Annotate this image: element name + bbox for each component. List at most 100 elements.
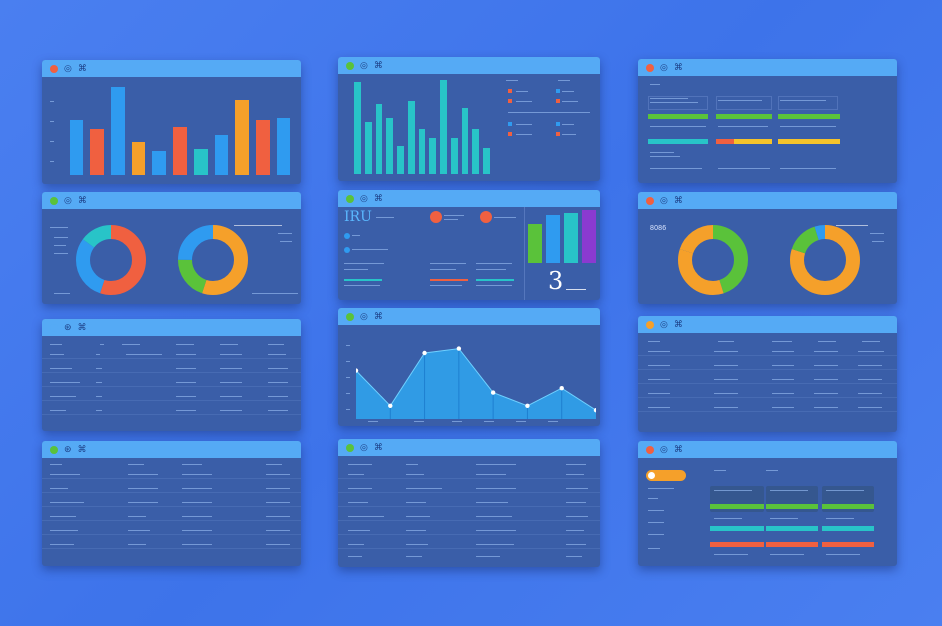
settings-icon[interactable]: ◎: [660, 195, 668, 205]
donut-chart: [790, 225, 860, 295]
user-icon[interactable]: ⌘: [673, 444, 683, 454]
chart-bar: [397, 145, 404, 174]
chart-bar: [582, 209, 596, 263]
kpi-indicator-icon: [480, 211, 492, 223]
chart-bar: [110, 87, 125, 175]
area-point: [422, 350, 427, 356]
panel-titlebar: ◎ ⌘: [638, 316, 897, 333]
settings-icon[interactable]: ◎: [660, 319, 668, 329]
panel-data-table: ◎ ⌘: [338, 439, 600, 567]
chart-bar: [193, 148, 208, 175]
chart-bar: [235, 100, 250, 175]
chart-bar: [418, 128, 426, 174]
chart-bar: [429, 138, 437, 174]
panel-donut-charts: ◎ ⌘: [42, 192, 301, 304]
user-icon[interactable]: ⌘: [373, 311, 383, 321]
chart-bar: [256, 119, 270, 175]
close-icon[interactable]: [646, 196, 654, 205]
chart-bar: [90, 129, 104, 175]
chart-bar: [440, 80, 447, 174]
panel-progress-bars: ◎ ⌘: [638, 59, 897, 183]
area-point: [388, 403, 393, 408]
user-icon[interactable]: ⌘: [673, 319, 683, 329]
mini-bar-chart: [526, 207, 598, 263]
user-icon[interactable]: ⌘: [77, 322, 87, 332]
chart-bar: [131, 141, 146, 175]
settings-icon[interactable]: ⊛: [64, 322, 72, 332]
panel-titlebar: ◎ ⌘: [338, 190, 600, 207]
donut-slice: [790, 225, 860, 295]
area-fill: [356, 348, 596, 419]
area-point: [490, 390, 496, 395]
donut-slice: [178, 225, 248, 295]
panel-kpi-summary: ◎ ⌘ IRU 3: [338, 190, 600, 300]
donut-label: 8086: [650, 225, 667, 232]
donut-chart: [76, 225, 146, 295]
close-icon[interactable]: [50, 64, 58, 73]
panel-titlebar: ⊛ ⌘: [42, 319, 301, 336]
chart-bar: [461, 108, 469, 174]
close-icon[interactable]: [346, 443, 354, 452]
chart-bar: [564, 212, 578, 263]
close-icon[interactable]: [646, 320, 654, 329]
chart-bar: [214, 135, 229, 175]
area-line: [356, 348, 596, 411]
user-icon[interactable]: ⌘: [77, 63, 87, 73]
area-point: [559, 386, 564, 391]
close-icon[interactable]: [346, 194, 354, 203]
chart-bar: [69, 119, 84, 175]
settings-icon[interactable]: ◎: [360, 60, 368, 70]
kpi-big-number: 3: [548, 267, 564, 295]
user-icon[interactable]: ⌘: [673, 62, 683, 72]
settings-icon[interactable]: ◎: [360, 193, 368, 203]
panel-titlebar: ◎ ⌘: [338, 308, 600, 325]
panel-titlebar: ◎ ⌘: [338, 439, 600, 456]
close-icon[interactable]: [50, 196, 58, 205]
settings-icon[interactable]: ◎: [360, 442, 368, 452]
close-icon[interactable]: [646, 63, 654, 72]
user-icon[interactable]: ⌘: [77, 195, 87, 205]
settings-icon[interactable]: ◎: [64, 63, 72, 73]
close-icon[interactable]: [346, 312, 354, 321]
area-point: [525, 403, 530, 408]
user-icon[interactable]: ⌘: [673, 195, 683, 205]
chart-bar: [407, 100, 415, 174]
area-chart: [356, 346, 596, 419]
panel-titlebar: ◎ ⌘: [338, 57, 600, 74]
bar-chart-area: [66, 87, 294, 175]
donut-slice: [76, 225, 146, 295]
close-icon[interactable]: [50, 323, 58, 332]
settings-icon[interactable]: ◎: [64, 195, 72, 205]
kpi-heading: IRU: [344, 209, 372, 225]
panel-area-chart: ◎ ⌘: [338, 308, 600, 426]
panel-bar-chart-teal: ◎ ⌘: [338, 57, 600, 181]
settings-icon[interactable]: ◎: [660, 62, 668, 72]
user-icon[interactable]: ⌘: [373, 193, 383, 203]
area-point: [456, 346, 462, 351]
settings-icon[interactable]: ◎: [660, 444, 668, 454]
close-icon[interactable]: [346, 61, 354, 70]
panel-titlebar: ◎ ⌘: [42, 192, 301, 209]
user-icon[interactable]: ⌘: [373, 442, 383, 452]
settings-icon[interactable]: ◎: [360, 311, 368, 321]
chart-bar: [173, 127, 187, 175]
toggle-pill[interactable]: [646, 470, 686, 481]
panel-data-table: ◎ ⌘: [638, 316, 897, 432]
chart-bar: [152, 151, 167, 175]
chart-bar: [472, 128, 480, 174]
close-icon[interactable]: [50, 445, 58, 454]
user-icon[interactable]: ⌘: [77, 444, 87, 454]
bar-chart-area: [352, 80, 492, 174]
chart-bar: [354, 81, 361, 174]
panel-titlebar: ⊛ ⌘: [42, 441, 301, 458]
user-icon[interactable]: ⌘: [373, 60, 383, 70]
donut-slice: [678, 225, 748, 295]
panel-titlebar: ◎ ⌘: [42, 60, 301, 77]
panel-donut-charts: ◎ ⌘ 8086: [638, 192, 897, 304]
area-point: [356, 368, 359, 373]
close-icon[interactable]: [646, 445, 654, 454]
panel-titlebar: ◎ ⌘: [638, 192, 897, 209]
panel-titlebar: ◎ ⌘: [638, 59, 897, 76]
settings-icon[interactable]: ⊛: [64, 444, 72, 454]
